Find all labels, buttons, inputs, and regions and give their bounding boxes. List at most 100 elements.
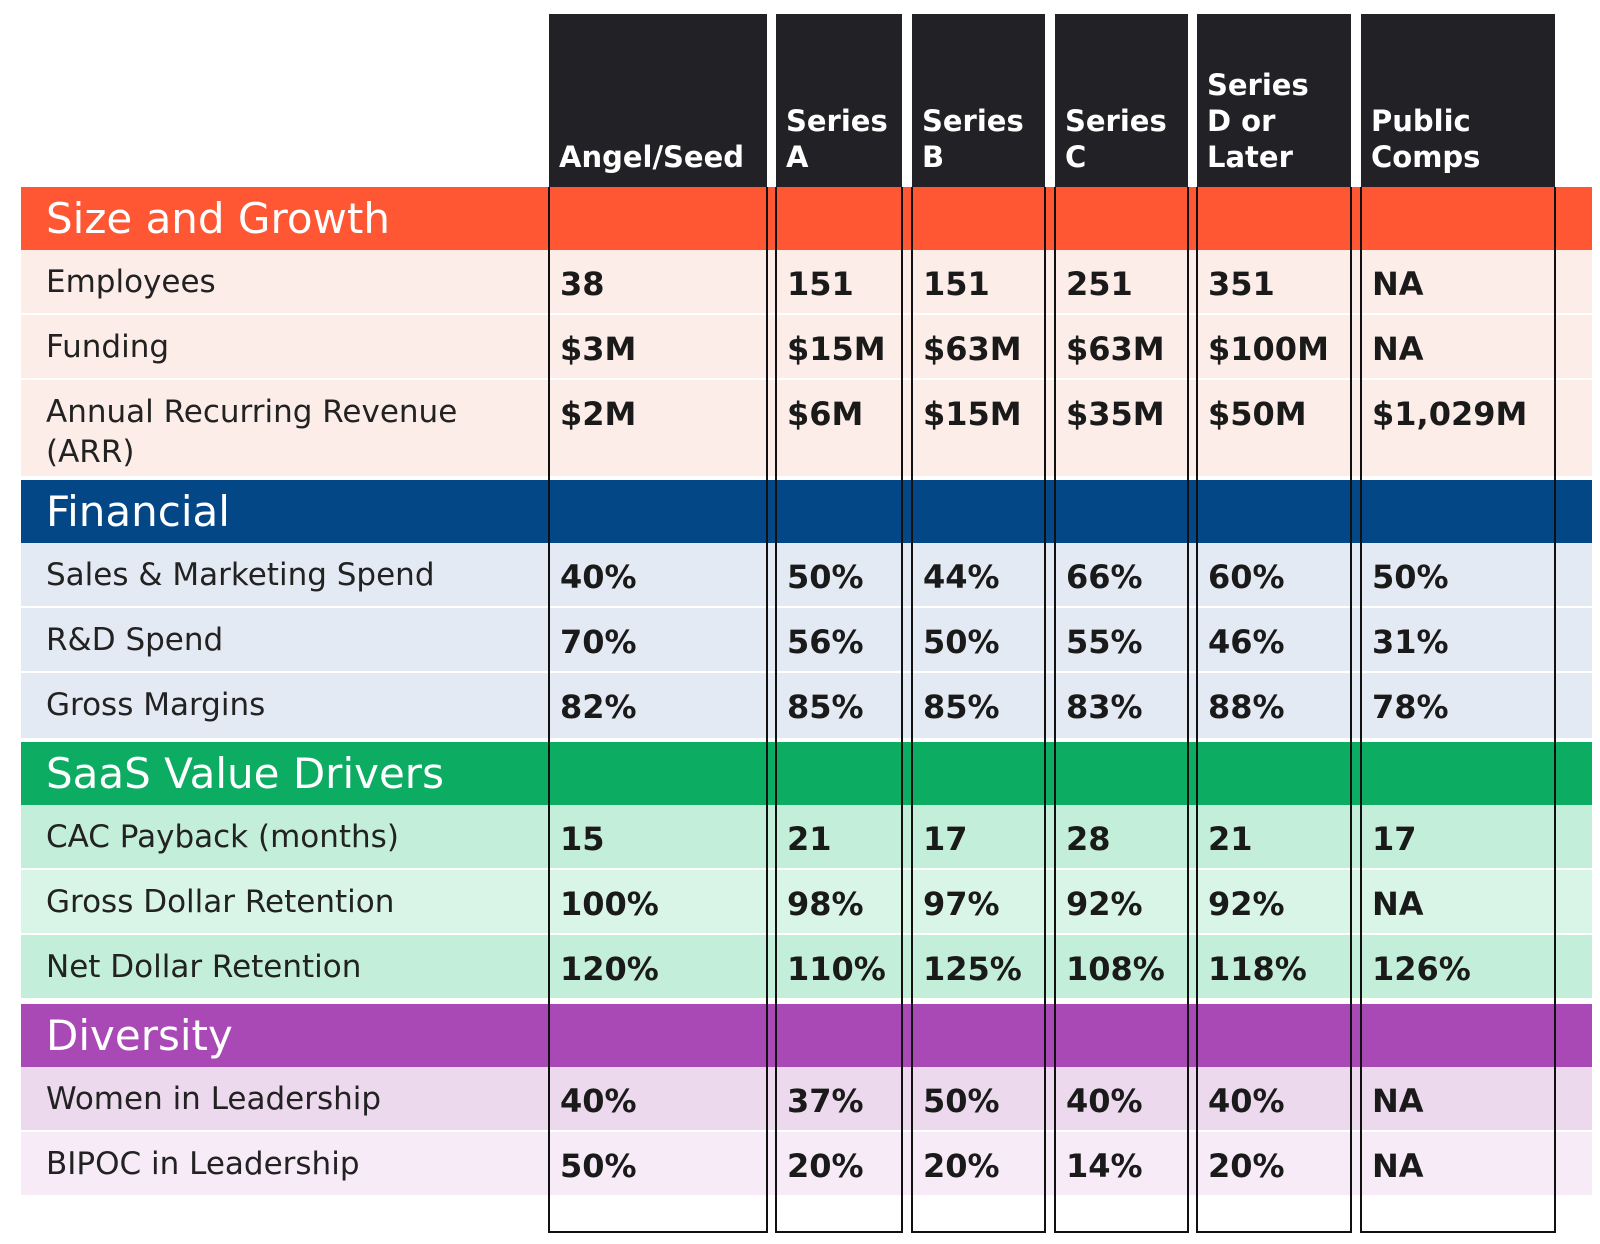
table-cell: 60% bbox=[1208, 558, 1285, 596]
section-band bbox=[21, 742, 1592, 805]
column-header: Angel/Seed bbox=[549, 14, 767, 187]
row-band bbox=[21, 805, 1592, 868]
table-cell: $3M bbox=[560, 330, 637, 368]
row-band bbox=[21, 870, 1592, 933]
table-cell: 70% bbox=[560, 623, 637, 661]
row-label: Annual Recurring Revenue (ARR) bbox=[46, 394, 458, 470]
table-cell: 17 bbox=[1372, 820, 1417, 858]
table-cell: 20% bbox=[787, 1147, 864, 1185]
row-band bbox=[21, 250, 1592, 313]
table-cell: 118% bbox=[1208, 950, 1307, 988]
table-cell: 50% bbox=[923, 623, 1000, 661]
row-band bbox=[21, 1132, 1592, 1195]
section-title: Diversity bbox=[46, 1011, 233, 1060]
row-label: BIPOC in Leadership bbox=[46, 1146, 360, 1182]
column-header: Series C bbox=[1055, 14, 1188, 187]
table-cell: $1,029M bbox=[1372, 395, 1528, 433]
row-label: Gross Dollar Retention bbox=[46, 884, 395, 920]
table-cell: 151 bbox=[787, 265, 854, 303]
section-title: SaaS Value Drivers bbox=[46, 749, 444, 798]
table-cell: $35M bbox=[1066, 395, 1165, 433]
table-cell: 55% bbox=[1066, 623, 1143, 661]
table-cell: 15 bbox=[560, 820, 605, 858]
table-cell: 40% bbox=[1208, 1082, 1285, 1120]
row-band bbox=[21, 380, 1592, 476]
table-cell: NA bbox=[1372, 265, 1424, 303]
table-cell: 83% bbox=[1066, 688, 1143, 726]
row-band bbox=[21, 608, 1592, 671]
table-cell: 21 bbox=[1208, 820, 1253, 858]
row-band bbox=[21, 935, 1592, 998]
table-cell: $2M bbox=[560, 395, 637, 433]
table-cell: 92% bbox=[1066, 885, 1143, 923]
row-label: Net Dollar Retention bbox=[46, 949, 362, 985]
table-cell: $63M bbox=[923, 330, 1022, 368]
table-cell: 351 bbox=[1208, 265, 1275, 303]
table-cell: $100M bbox=[1208, 330, 1329, 368]
table-cell: 78% bbox=[1372, 688, 1449, 726]
row-label: Gross Margins bbox=[46, 687, 266, 723]
table-cell: 50% bbox=[787, 558, 864, 596]
table-cell: 40% bbox=[560, 1082, 637, 1120]
table-cell: NA bbox=[1372, 885, 1424, 923]
table-cell: 66% bbox=[1066, 558, 1143, 596]
table-cell: 110% bbox=[787, 950, 886, 988]
row-band bbox=[21, 315, 1592, 378]
table-cell: 126% bbox=[1372, 950, 1471, 988]
table-cell: 50% bbox=[1372, 558, 1449, 596]
table-cell: 37% bbox=[787, 1082, 864, 1120]
table-cell: 56% bbox=[787, 623, 864, 661]
table-cell: 50% bbox=[923, 1082, 1000, 1120]
row-label: Employees bbox=[46, 264, 216, 300]
table-cell: 17 bbox=[923, 820, 968, 858]
column-header: Series D or Later bbox=[1197, 14, 1351, 187]
table-cell: NA bbox=[1372, 330, 1424, 368]
table-cell: 28 bbox=[1066, 820, 1111, 858]
table-cell: NA bbox=[1372, 1082, 1424, 1120]
row-band bbox=[21, 1067, 1592, 1130]
table-cell: 40% bbox=[1066, 1082, 1143, 1120]
table-cell: 120% bbox=[560, 950, 659, 988]
row-label: R&D Spend bbox=[46, 622, 224, 658]
table-cell: 20% bbox=[1208, 1147, 1285, 1185]
table-cell: 125% bbox=[923, 950, 1022, 988]
table-cell: 251 bbox=[1066, 265, 1133, 303]
table-cell: 151 bbox=[923, 265, 990, 303]
table-cell: NA bbox=[1372, 1147, 1424, 1185]
table-cell: 20% bbox=[923, 1147, 1000, 1185]
section-band bbox=[21, 480, 1592, 543]
table-cell: 50% bbox=[560, 1147, 637, 1185]
table-cell: 97% bbox=[923, 885, 1000, 923]
table-cell: $63M bbox=[1066, 330, 1165, 368]
table-cell: 44% bbox=[923, 558, 1000, 596]
table-cell: 21 bbox=[787, 820, 832, 858]
table-cell: 40% bbox=[560, 558, 637, 596]
row-label: Sales & Marketing Spend bbox=[46, 557, 435, 593]
section-title: Size and Growth bbox=[46, 194, 390, 243]
table-cell: $15M bbox=[787, 330, 886, 368]
table-cell: 100% bbox=[560, 885, 659, 923]
table-cell: 38 bbox=[560, 265, 605, 303]
section-band bbox=[21, 187, 1592, 250]
table-cell: 85% bbox=[923, 688, 1000, 726]
section-band bbox=[21, 1004, 1592, 1067]
row-label: Women in Leadership bbox=[46, 1081, 382, 1117]
table-cell: 92% bbox=[1208, 885, 1285, 923]
table-cell: 46% bbox=[1208, 623, 1285, 661]
section-title: Financial bbox=[46, 487, 230, 536]
row-band bbox=[21, 543, 1592, 606]
row-label: Funding bbox=[46, 329, 170, 365]
table-cell: 108% bbox=[1066, 950, 1165, 988]
column-header: Public Comps bbox=[1361, 14, 1555, 187]
table-cell: $6M bbox=[787, 395, 864, 433]
row-band bbox=[21, 673, 1592, 738]
column-header: Series B bbox=[912, 14, 1045, 187]
column-header: Series A bbox=[776, 14, 902, 187]
table-cell: 98% bbox=[787, 885, 864, 923]
table-cell: $50M bbox=[1208, 395, 1307, 433]
table-cell: 85% bbox=[787, 688, 864, 726]
table-cell: 14% bbox=[1066, 1147, 1143, 1185]
table-cell: 82% bbox=[560, 688, 637, 726]
table-cell: 88% bbox=[1208, 688, 1285, 726]
